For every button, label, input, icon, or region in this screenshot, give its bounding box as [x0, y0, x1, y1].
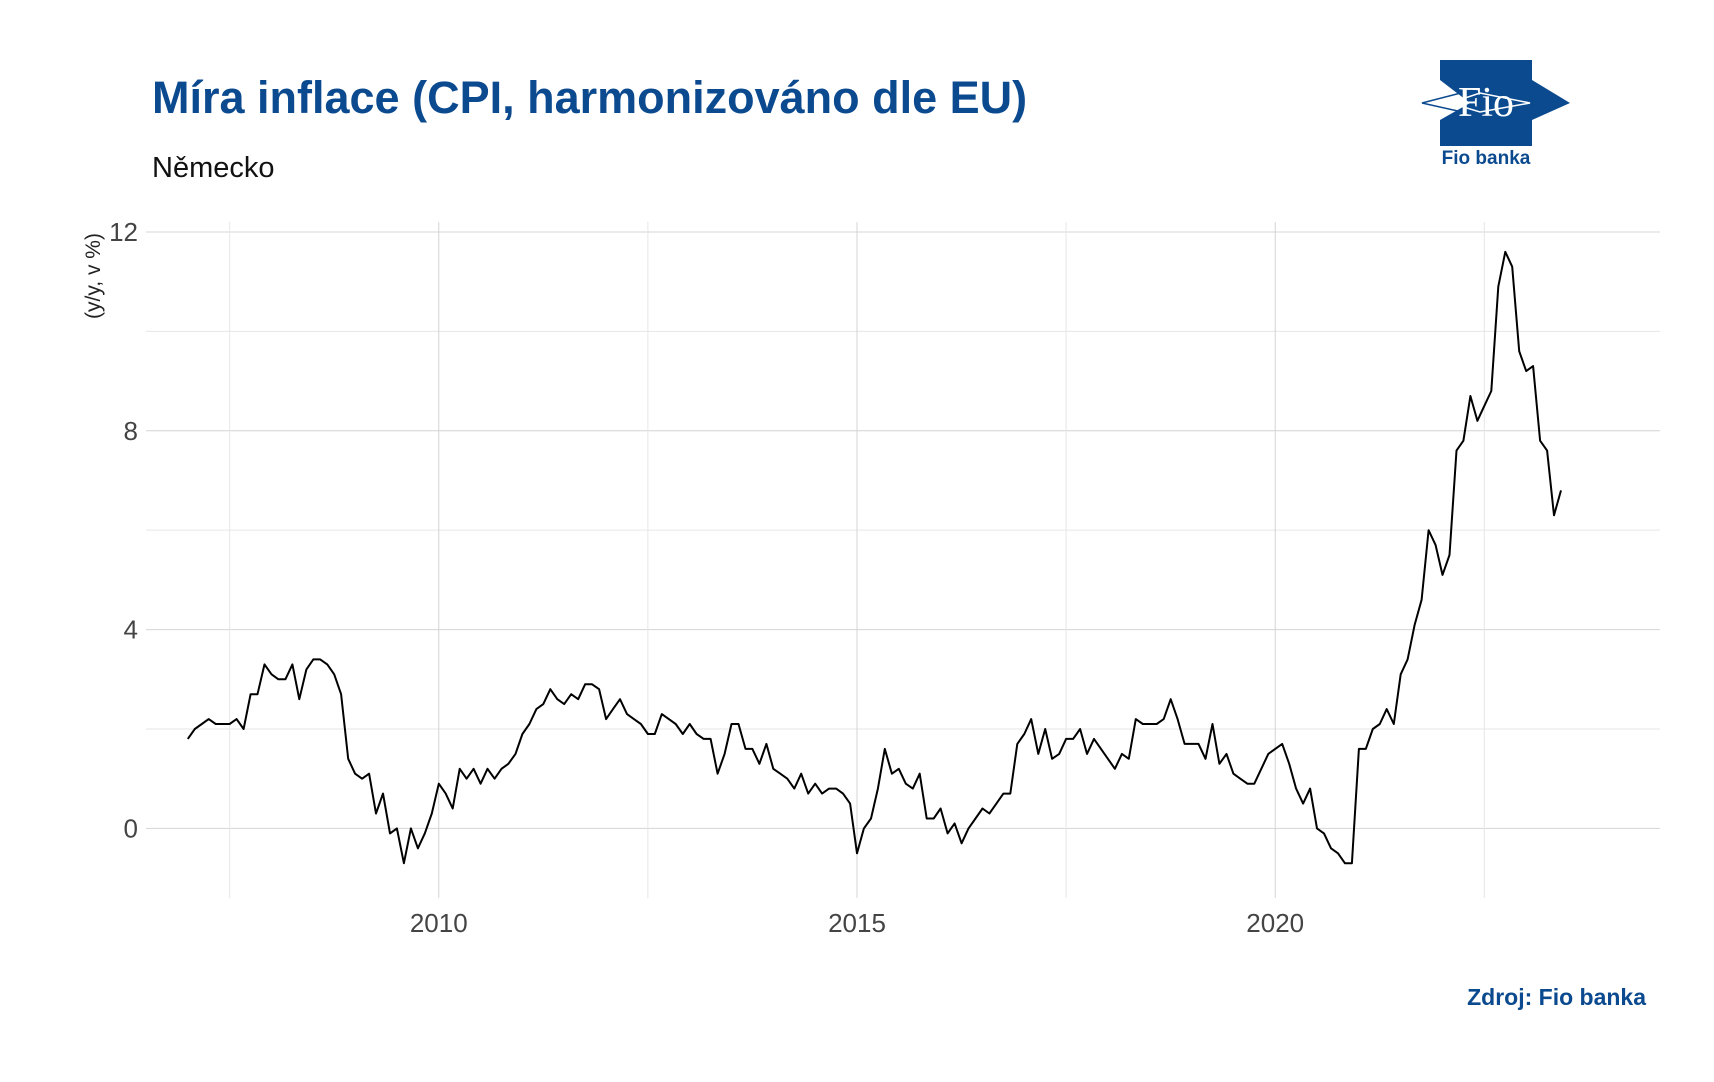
logo-arrow [1440, 60, 1570, 146]
y-tick-label: 8 [124, 416, 138, 446]
x-tick-label: 2020 [1246, 908, 1304, 938]
x-tick-labels: 2010 2015 2020 [410, 908, 1304, 938]
y-tick-label: 4 [124, 615, 138, 645]
x-tick-label: 2015 [828, 908, 886, 938]
fio-banka-logo: Fio Fio banka [1421, 60, 1570, 169]
grid-lines [146, 222, 1660, 898]
y-tick-labels: 0 4 8 12 [109, 217, 138, 843]
page-subtitle: Německo [152, 152, 275, 184]
x-tick-label: 2010 [410, 908, 468, 938]
source-note: Zdroj: Fio banka [1467, 984, 1646, 1010]
y-tick-label: 12 [109, 217, 138, 247]
logo-mark-text: Fio [1458, 80, 1514, 126]
y-tick-label: 0 [124, 813, 138, 843]
page-title: Míra inflace (CPI, harmonizováno dle EU) [152, 72, 1028, 123]
logo-diamond-cut [1447, 92, 1531, 113]
logo-caption: Fio banka [1442, 148, 1531, 169]
y-axis-label: (y/y, v %) [82, 233, 105, 319]
series-line-germany-hicp [186, 250, 1562, 865]
